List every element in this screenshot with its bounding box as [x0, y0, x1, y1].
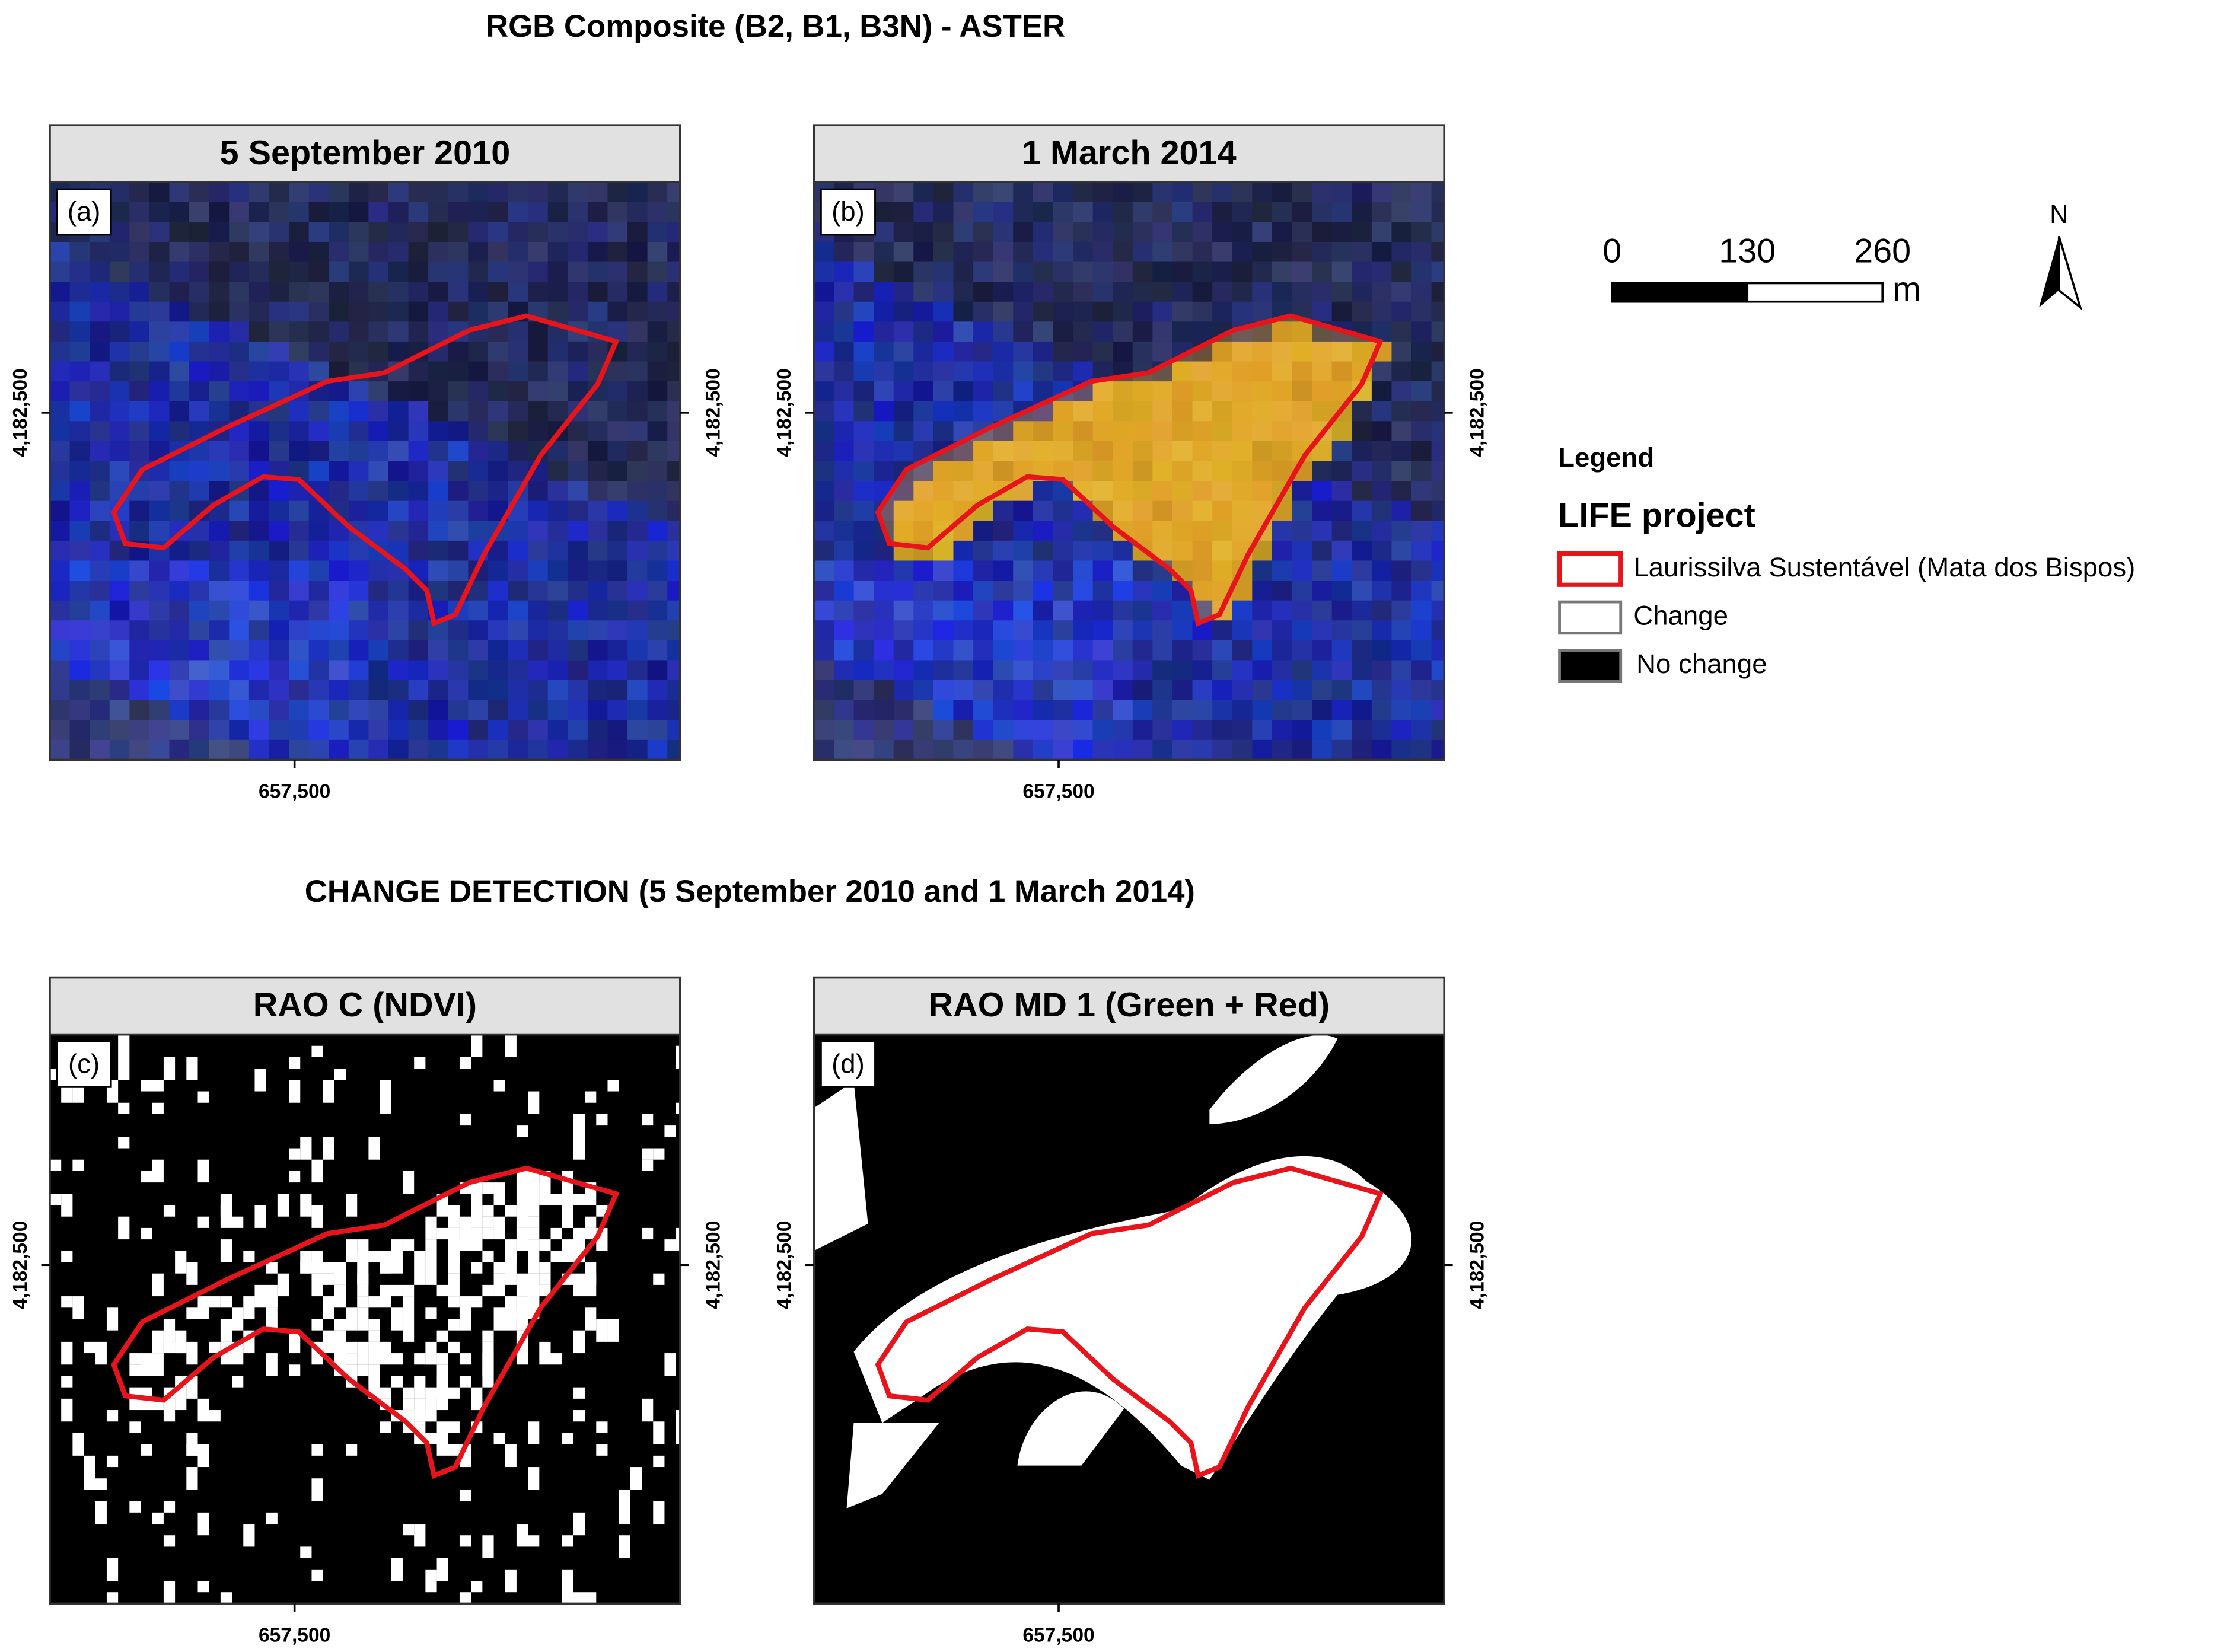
scale-tick-label: 130	[1719, 232, 1776, 270]
scale-unit: m	[1892, 270, 1921, 308]
legend-swatch-change	[1558, 600, 1623, 635]
north-label: N	[2050, 200, 2068, 229]
x-coordinate-label: 657,500	[1022, 780, 1094, 802]
legend-item: No change	[1636, 649, 1767, 679]
legend-item: Laurissilva Sustentável (Mata dos Bispos…	[1633, 552, 2135, 582]
panel-tag: (c)	[68, 1048, 100, 1079]
north-arrow-right	[2057, 235, 2083, 311]
project-boundary	[111, 313, 620, 627]
panel-header-box	[49, 976, 681, 1036]
project-boundary	[875, 1165, 1384, 1479]
panel-tag-box	[56, 1041, 112, 1088]
panel-tag-box	[56, 188, 112, 236]
panel-header-box	[813, 124, 1446, 183]
legend-swatch-no-change	[1558, 649, 1623, 683]
y-coordinate-label: 4,182,500	[702, 1221, 724, 1309]
panel-tag-box	[820, 1041, 876, 1088]
y-coordinate-label: 4,182,500	[9, 368, 31, 457]
change-area	[1209, 1035, 1338, 1124]
top-title: RGB Composite (B2, B1, B3N) - ASTER	[486, 9, 1065, 44]
scale-segment	[1746, 282, 1884, 303]
project-boundary	[111, 1165, 620, 1479]
change-highlight	[878, 315, 1381, 624]
scale-segment	[1611, 282, 1749, 303]
y-coordinate-label: 4,182,500	[9, 1221, 31, 1309]
bottom-title: CHANGE DETECTION (5 September 2010 and 1…	[305, 874, 1195, 909]
scale-tick-label: 0	[1602, 232, 1621, 270]
panel-header: RAO C (NDVI)	[253, 986, 477, 1024]
panel-image	[49, 182, 680, 760]
legend-swatch-boundary	[1557, 551, 1623, 587]
y-coordinate-label: 4,182,500	[702, 368, 724, 457]
north-arrow-left	[2039, 236, 2059, 308]
x-coordinate-label: 657,500	[259, 780, 330, 802]
y-coordinate-label: 4,182,500	[1467, 1221, 1489, 1309]
project-boundary	[875, 313, 1384, 627]
panel-header: 5 September 2010	[220, 134, 511, 172]
panel-image	[49, 1034, 680, 1604]
panel-tag: (b)	[831, 196, 865, 227]
panel-tag-box	[820, 188, 876, 236]
panel-tag: (a)	[68, 196, 101, 227]
x-coordinate-label: 657,500	[1022, 1624, 1094, 1646]
legend-group: LIFE project	[1558, 497, 1755, 535]
y-coordinate-label: 4,182,500	[1467, 368, 1489, 457]
panel-image	[814, 1034, 1445, 1604]
y-coordinate-label: 4,182,500	[773, 368, 795, 457]
change-area	[1017, 1391, 1124, 1466]
change-area	[814, 1081, 868, 1251]
panel-header: RAO MD 1 (Green + Red)	[928, 986, 1330, 1024]
change-area	[846, 1423, 939, 1509]
panel-header-box	[49, 124, 681, 183]
legend-item: Change	[1633, 600, 1728, 630]
change-area	[853, 1156, 1412, 1480]
panel-header: 1 March 2014	[1022, 134, 1237, 172]
scale-tick-label: 260	[1854, 232, 1911, 270]
panel-header-box	[813, 976, 1446, 1036]
legend-title: Legend	[1558, 442, 1654, 473]
panel-image	[814, 182, 1445, 760]
y-coordinate-label: 4,182,500	[773, 1221, 795, 1309]
panel-tag: (d)	[831, 1048, 865, 1079]
x-coordinate-label: 657,500	[259, 1624, 330, 1646]
